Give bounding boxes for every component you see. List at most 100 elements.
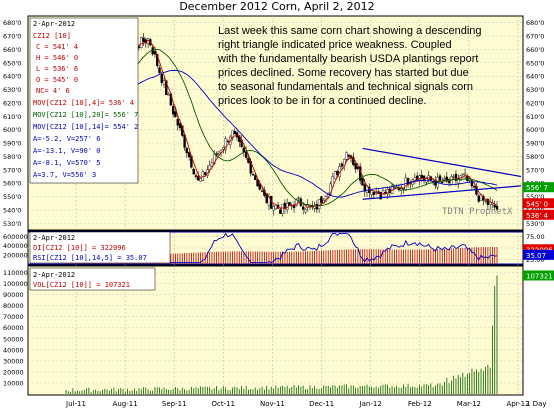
- marker-ma-fast-box: [523, 209, 554, 220]
- price-candle-body: [297, 197, 300, 199]
- chart-title: December 2012 Corn, April 2, 2012: [179, 0, 375, 13]
- price-candle-body: [224, 138, 227, 150]
- price-candle-body: [372, 192, 376, 195]
- trendline-resistance: [362, 147, 522, 178]
- legend-mov20: MOV[CZ12 [10],20]= 556' 7: [33, 111, 138, 119]
- legend-mov10: MOV[CZ12 [10],4]= 536' 4: [33, 99, 134, 107]
- price-tick-label: 530'0: [3, 220, 21, 228]
- x-tick-label: Jul-11: [65, 400, 86, 408]
- price-candle-body: [137, 46, 141, 48]
- price-candle-body: [185, 147, 189, 154]
- legend-date: 2-Apr-2012: [33, 20, 75, 28]
- price-candle-body: [219, 150, 223, 153]
- x-tick-label: Dec-11: [309, 400, 334, 408]
- price-candle-body: [226, 140, 230, 143]
- oi-legend-date: 2-Apr-2012: [33, 234, 75, 242]
- price-candle-body: [272, 206, 275, 211]
- volume-legend-box: [29, 267, 156, 291]
- price-legend: 2-Apr-2012 CZ12 [10] C = 541' 4 H = 546'…: [29, 17, 138, 184]
- volume-tick-label: 40000: [3, 346, 24, 354]
- price-candle-body: [441, 181, 444, 183]
- price-candle-body: [472, 185, 476, 188]
- volume-tick-label: 100000: [3, 280, 28, 288]
- marker-ma-fast-label: 536' 4: [526, 212, 549, 220]
- price-candle-body: [418, 175, 421, 181]
- oi-legend-box: [29, 231, 171, 264]
- price-candle-body: [393, 187, 396, 189]
- volume-tick-label: 80000: [3, 302, 24, 310]
- price-candle-body: [176, 119, 179, 126]
- price-tick-label-right: 530'0: [526, 220, 544, 228]
- price-tick-label: 680'0: [3, 19, 21, 27]
- price-tick-label-right: 670'0: [526, 33, 544, 41]
- marker-ma-mid-box: [523, 182, 554, 193]
- price-tick-label-right: 550'0: [526, 193, 544, 201]
- price-tick-label: 620'0: [3, 99, 21, 107]
- watermark-text: TDTN ProphetX: [442, 207, 513, 217]
- price-tick-label: 570'0: [3, 166, 21, 174]
- price-candle-body: [452, 176, 455, 178]
- legend-open: O = 545' 0: [36, 76, 78, 84]
- legend-close: C = 541' 4: [36, 43, 78, 51]
- price-candle-body: [233, 130, 236, 135]
- oi-tick-label: 200000: [3, 251, 28, 259]
- price-candle-body: [140, 37, 143, 48]
- legend-a1: A=-5.2, V=257' 6: [33, 135, 100, 143]
- price-candle-body: [194, 175, 198, 177]
- price-candle-body: [192, 169, 195, 175]
- price-candle-body: [363, 184, 366, 192]
- volume-tick-label: 50000: [3, 335, 24, 343]
- price-candle-body: [260, 190, 264, 192]
- price-candle-body: [199, 178, 202, 182]
- price-candle-body: [495, 205, 499, 210]
- price-candle-body: [201, 171, 205, 181]
- price-candle-body: [331, 176, 335, 187]
- price-tick-label: 580'0: [3, 153, 21, 161]
- annotation-line: prices look to be in for a continued dec…: [218, 95, 427, 107]
- price-candle-body: [203, 172, 207, 175]
- legend-mov40: MOV[CZ12 [10],14]= 554' 2: [33, 123, 138, 131]
- price-tick-label: 610'0: [3, 113, 21, 121]
- price-tick-label: 650'0: [3, 59, 21, 67]
- price-candle-body: [493, 205, 496, 208]
- marker-ma-mid-label: 556' 7: [526, 184, 548, 192]
- price-candle-body: [379, 192, 382, 200]
- price-candle-body: [301, 206, 305, 210]
- price-tick-label-right: 570'0: [526, 166, 544, 174]
- price-candle-body: [217, 151, 220, 154]
- price-tick-label-right: 650'0: [526, 59, 544, 67]
- legend-a4: A=3.7, V=556' 3: [33, 171, 96, 179]
- annotation-line: prices declined. Some recovery has start…: [218, 67, 469, 79]
- price-tick-label: 600'0: [3, 126, 21, 134]
- price-candle-body: [142, 37, 145, 43]
- price-tick-label-right: 680'0: [526, 19, 544, 27]
- annotation-line: to seasonal fundamentals and technical s…: [218, 81, 473, 93]
- price-candle-body: [484, 200, 487, 202]
- price-tick-label-right: 640'0: [526, 73, 544, 81]
- volume-tick-label: 10000: [3, 379, 24, 387]
- x-tick-label: Mar-12: [457, 400, 481, 408]
- legend-a2: A=-13.1, V=90' 0: [33, 147, 100, 155]
- price-candle-body: [333, 171, 337, 179]
- price-candle-body: [171, 106, 175, 115]
- price-candle-body: [320, 196, 323, 203]
- price-candle-body: [461, 173, 464, 175]
- volume-legend: 2-Apr-2012 VOL[CZ12 [10]] = 107321: [29, 267, 156, 291]
- price-tick-label-right: 600'0: [526, 126, 544, 134]
- marker-volume-box: [523, 270, 554, 281]
- price-candle-body: [354, 163, 357, 170]
- legend-symbol: CZ12 [10]: [33, 32, 71, 40]
- price-candle-body: [454, 173, 458, 181]
- price-candle-body: [486, 199, 490, 205]
- x-tick-label: Aug-11: [113, 400, 138, 408]
- volume-tick-label: 20000: [3, 368, 24, 376]
- rsi-tick-label: 25.00: [526, 256, 545, 264]
- price-candle-body: [345, 152, 348, 160]
- price-candle-body: [384, 191, 387, 194]
- price-candle-body: [281, 203, 284, 214]
- price-candle-body: [256, 179, 259, 187]
- oi-tick-label: 600000: [3, 233, 28, 241]
- volume-legend-vol: VOL[CZ12 [10]] = 107321: [33, 281, 130, 289]
